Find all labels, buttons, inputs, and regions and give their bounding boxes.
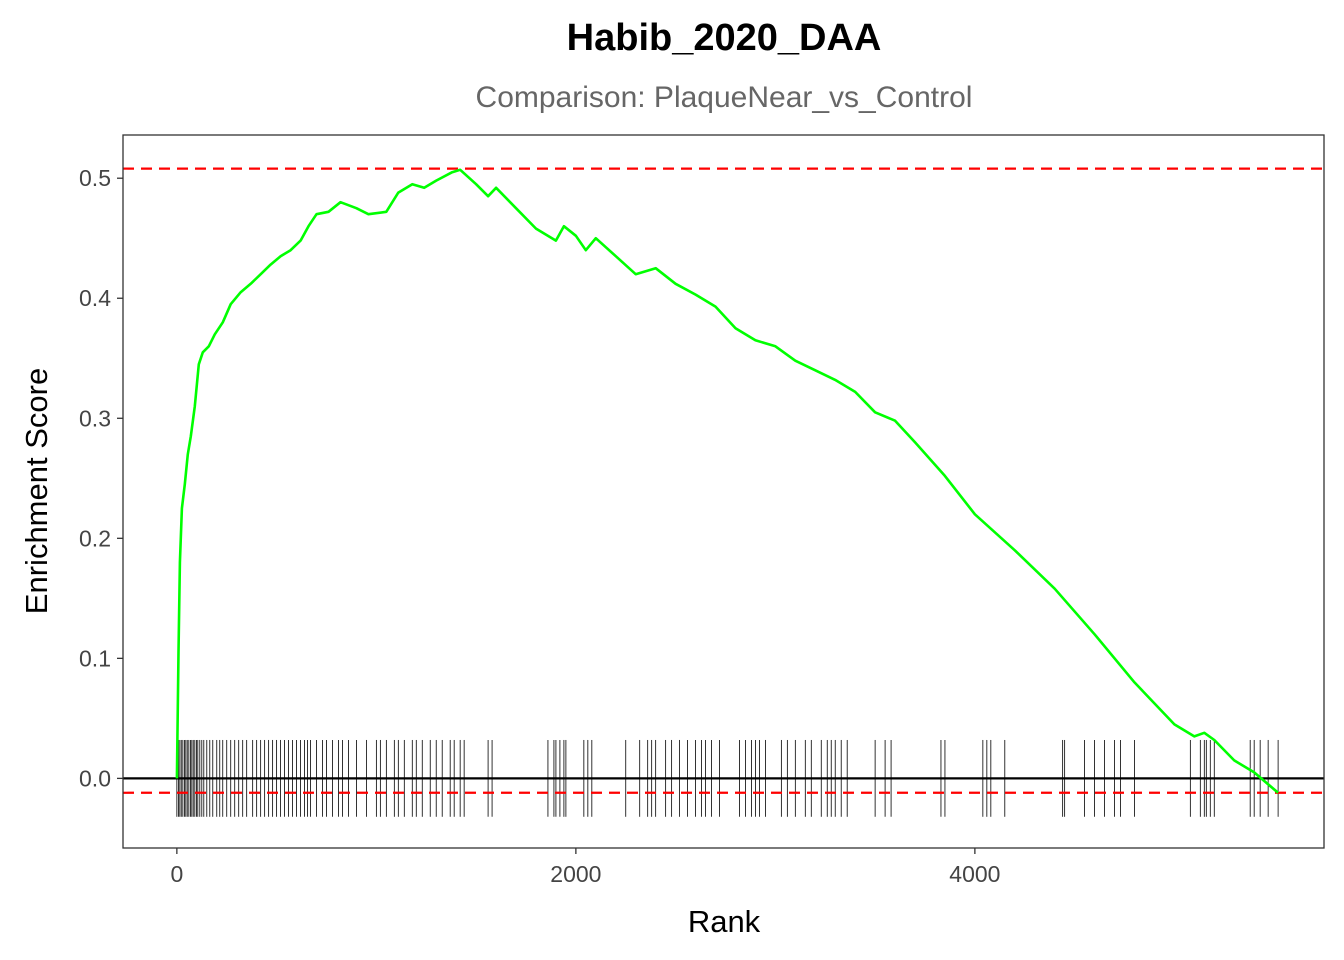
y-axis-title: Enrichment Score <box>19 368 54 614</box>
panel-border <box>122 134 1325 849</box>
x-axis: 0 2000 4000 <box>170 848 1000 887</box>
plot-area <box>123 167 1324 817</box>
x-axis-title: Rank <box>688 904 761 939</box>
y-tick-label: 0.3 <box>79 405 111 431</box>
x-tick-label: 2000 <box>550 861 601 887</box>
chart-title: Habib_2020_DAA <box>567 17 882 59</box>
y-tick-label: 0.5 <box>79 165 111 191</box>
y-axis: 0.0 0.1 0.2 0.3 0.4 0.5 <box>79 165 123 791</box>
x-tick-label: 0 <box>170 861 183 887</box>
y-tick-label: 0.1 <box>79 645 111 671</box>
enrichment-curve <box>175 168 1279 794</box>
x-tick-label: 4000 <box>949 861 1000 887</box>
y-tick-label: 0.4 <box>79 285 111 311</box>
chart-subtitle: Comparison: PlaqueNear_vs_Control <box>476 81 973 114</box>
y-tick-label: 0.2 <box>79 525 111 551</box>
y-tick-label: 0.0 <box>79 765 111 791</box>
